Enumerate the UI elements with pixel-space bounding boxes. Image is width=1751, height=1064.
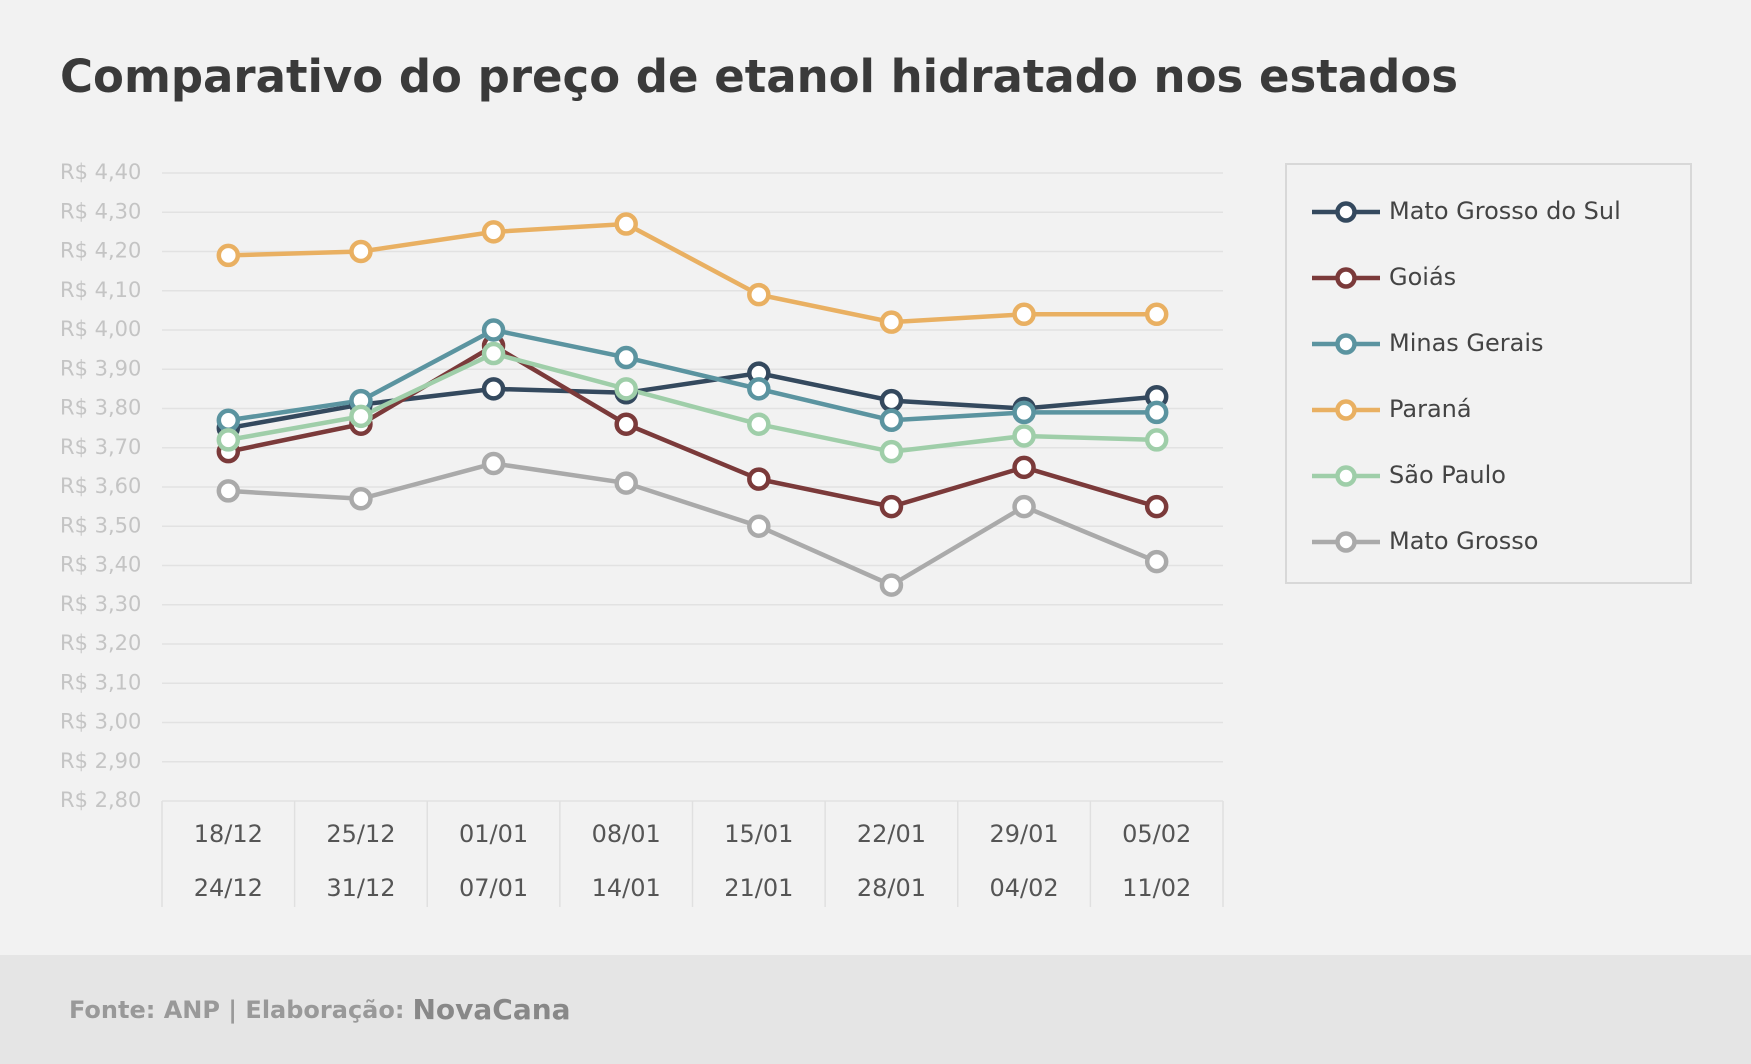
legend-label: Mato Grosso do Sul (1389, 197, 1621, 225)
footer: Fonte: ANP | Elaboração: NovaCana (69, 993, 571, 1026)
point (216, 479, 241, 503)
x-tick-label: 11/02 (1122, 874, 1191, 902)
footer-brand: NovaCana (412, 993, 570, 1026)
legend-marker (1335, 201, 1357, 223)
legend-marker (1335, 267, 1357, 289)
point (614, 471, 638, 495)
legend-label: Minas Gerais (1389, 329, 1544, 357)
y-tick-label: R$ 2,90 (60, 749, 141, 773)
y-tick-label: R$ 4,20 (60, 239, 141, 263)
point (614, 412, 638, 436)
point (879, 388, 904, 413)
series-line (227, 351, 1157, 454)
point (481, 318, 506, 342)
point (614, 345, 638, 370)
point (481, 377, 506, 401)
legend-box (1285, 163, 1692, 584)
series-line (228, 221, 1157, 325)
legend-marker (1335, 465, 1357, 487)
legend-marker (1335, 531, 1357, 553)
point (481, 451, 506, 476)
point (747, 377, 771, 401)
point (747, 467, 771, 491)
point (216, 243, 241, 268)
y-tick-label: R$ 3,60 (60, 474, 141, 498)
y-tick-label: R$ 2,80 (60, 788, 141, 812)
y-tick-label: R$ 3,30 (60, 592, 141, 616)
x-tick-label: 07/01 (459, 874, 528, 902)
x-tick-label: 21/01 (724, 874, 793, 902)
point (1144, 428, 1169, 452)
series-line (227, 327, 1157, 423)
legend-marker (1335, 399, 1357, 421)
x-tick-label: 08/01 (592, 820, 661, 848)
x-tick-label: 31/12 (326, 874, 395, 902)
legend-marker (1335, 333, 1357, 355)
y-tick-label: R$ 3,00 (60, 710, 141, 734)
x-tick-label: 29/01 (989, 820, 1058, 848)
y-tick-label: R$ 3,20 (60, 631, 141, 655)
point (614, 212, 638, 236)
footer-band (0, 955, 1751, 1064)
point (1012, 424, 1036, 448)
x-tick-label: 14/01 (592, 874, 661, 902)
point (349, 239, 373, 264)
x-tick-label: 28/01 (857, 874, 926, 902)
point (1144, 400, 1169, 425)
legend-label: Paraná (1389, 395, 1472, 423)
point (216, 408, 241, 433)
y-tick-label: R$ 3,40 (60, 553, 141, 577)
x-tick-label: 04/02 (989, 874, 1058, 902)
point (614, 377, 638, 401)
point (747, 514, 771, 538)
point (481, 220, 506, 244)
point (349, 404, 373, 429)
y-tick-label: R$ 3,80 (60, 396, 141, 420)
point (747, 282, 771, 307)
point (481, 341, 506, 366)
y-tick-label: R$ 3,90 (60, 356, 141, 380)
point (879, 408, 904, 433)
x-tick-label: 01/01 (459, 820, 528, 848)
point (879, 310, 904, 334)
series-line (228, 461, 1158, 588)
x-tick-label: 15/01 (724, 820, 793, 848)
point (1012, 302, 1036, 327)
point (879, 573, 904, 597)
legend-label: Goiás (1389, 263, 1456, 291)
y-tick-label: R$ 4,40 (60, 160, 141, 184)
point (1012, 494, 1036, 519)
point (349, 487, 373, 511)
x-tick-label: 22/01 (857, 820, 926, 848)
series-line (227, 343, 1158, 509)
point (1012, 400, 1036, 425)
y-tick-label: R$ 3,50 (60, 513, 141, 537)
point (1144, 494, 1169, 519)
y-tick-label: R$ 3,10 (60, 670, 141, 694)
series-line (227, 370, 1157, 431)
y-tick-label: R$ 4,10 (60, 278, 141, 302)
point (216, 428, 241, 452)
point (1144, 549, 1169, 574)
point (747, 412, 771, 436)
y-tick-label: R$ 3,70 (60, 435, 141, 459)
legend-label: São Paulo (1389, 461, 1506, 489)
point (879, 494, 904, 519)
point (1012, 455, 1036, 480)
x-tick-label: 18/12 (194, 820, 263, 848)
x-tick-label: 05/02 (1122, 820, 1191, 848)
footer-source: Fonte: ANP | Elaboração: (69, 996, 404, 1024)
x-tick-label: 24/12 (194, 874, 263, 902)
legend-label: Mato Grosso (1389, 527, 1538, 555)
point (1144, 302, 1169, 327)
x-tick-label: 25/12 (326, 820, 395, 848)
y-tick-label: R$ 4,00 (60, 317, 141, 341)
y-tick-label: R$ 4,30 (60, 199, 141, 223)
point (879, 439, 904, 464)
chart-title: Comparativo do preço de etanol hidratado… (60, 50, 1458, 103)
